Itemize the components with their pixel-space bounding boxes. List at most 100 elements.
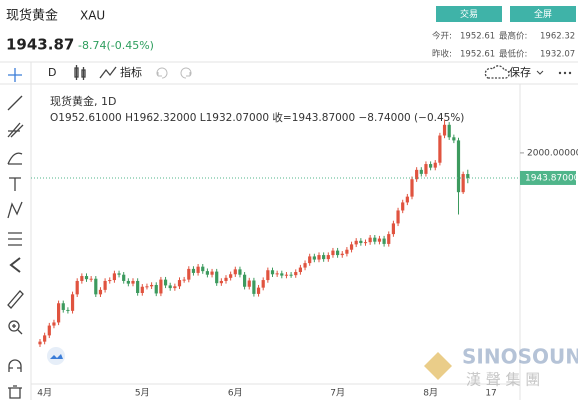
prediction-tool[interactable] [8,232,22,246]
candle-body [112,273,116,281]
watermark-brand: SINOSOUND [462,345,578,369]
candle-body [168,285,172,289]
brush-tool[interactable] [7,152,23,165]
last-price-label: 1943.87000 [525,173,578,183]
candle-body [233,269,237,275]
candle-body [210,271,214,275]
candle-body [326,255,330,260]
candle-body [98,289,103,295]
fullscreen-button-label[interactable]: 全屏 [534,8,552,20]
candle-body [391,223,395,235]
indicator-icon[interactable] [99,66,117,79]
back-tool[interactable] [9,257,21,273]
candle-body [150,284,154,287]
undo-icon[interactable] [156,67,168,79]
x-tick-label: 7月 [330,388,345,399]
candle-body [126,280,130,284]
candle-body [122,274,126,281]
candle-body [289,274,293,276]
logo-icon [50,354,63,359]
chart-title: 现货黄金, 1D [50,94,116,108]
candle-body [117,273,121,275]
candle-body [80,276,84,281]
y-tick-label: 2000.00000 [527,148,578,158]
candle-body [108,280,112,282]
candle-body [363,242,368,244]
fullscreen-button[interactable] [510,6,576,22]
magnet-tool[interactable] [8,359,22,372]
candle-body [280,273,284,276]
stat-value: 1952.61 [460,32,495,42]
drawing-toolbar [7,68,24,399]
candle-body [415,169,419,180]
candle-body [354,240,358,245]
candle-body [145,286,149,288]
instrument-symbol: XAU [80,9,105,23]
stat-label: 今开: [432,31,452,42]
candle-body [75,280,79,295]
x-tick-label: 17 [485,389,496,399]
last-price-box [520,170,576,185]
candle-body [154,284,158,294]
delete-tool[interactable] [8,385,22,399]
candle-body [382,238,386,244]
trade-button[interactable] [436,6,502,22]
stat-label: 最高价: [499,31,527,42]
candle-body [173,286,177,289]
candle-body [182,279,186,281]
candle-body [52,322,56,326]
x-tick-label: 5月 [135,388,150,399]
candle-body [266,270,270,281]
x-tick-label: 8月 [423,388,438,399]
candle-body [47,325,51,336]
redo-icon[interactable] [180,67,192,79]
candle-body [191,268,196,273]
candle-body [284,274,289,276]
candle-body [163,279,168,286]
candle-body [177,280,182,287]
more-button[interactable] [558,71,572,75]
candle-body [410,179,414,197]
ruler-tool[interactable] [7,290,24,309]
candle-body [136,280,140,293]
candle-body [401,202,405,211]
candle-body [252,280,256,294]
candle-body [66,309,70,311]
candle-body [43,335,47,342]
fib-tool[interactable] [7,122,24,138]
save-button[interactable]: 保存 [509,65,531,79]
candle-body [340,253,344,256]
candle-body [396,210,400,224]
trendline-tool[interactable] [7,95,23,111]
stat-value: 1932.07 [540,50,575,60]
candle-body [461,174,465,193]
candle-body [238,269,242,275]
stat-label: 昨收: [432,49,452,60]
candle-body [261,280,265,288]
candle-body [215,271,219,284]
trade-button-label[interactable]: 交易 [460,8,478,20]
candle-body [61,303,65,310]
stat-label: 最低价: [499,49,527,60]
save-dropdown[interactable] [536,70,544,75]
interval-button[interactable]: D [48,66,56,79]
candle-body [442,124,447,136]
candle-body [298,267,302,273]
candle-body [433,162,437,168]
stats: 今开: 1952.61 最高价: 1962.32 昨收: 1952.61 最低价… [432,31,575,60]
zoom-tool[interactable] [8,320,20,332]
candle-body [312,256,316,260]
text-tool[interactable] [9,177,21,191]
indicators-button[interactable]: 指标 [120,65,142,79]
pattern-tool[interactable] [7,201,23,219]
crosshair-tool[interactable] [8,68,22,82]
candle-type-icon[interactable] [74,65,86,80]
candle-body [438,135,442,163]
candle-body [322,255,326,260]
cloud-icon[interactable] [484,65,510,79]
stat-value: 1952.61 [460,50,495,60]
candle-body [377,238,382,242]
candle-body [317,255,321,260]
